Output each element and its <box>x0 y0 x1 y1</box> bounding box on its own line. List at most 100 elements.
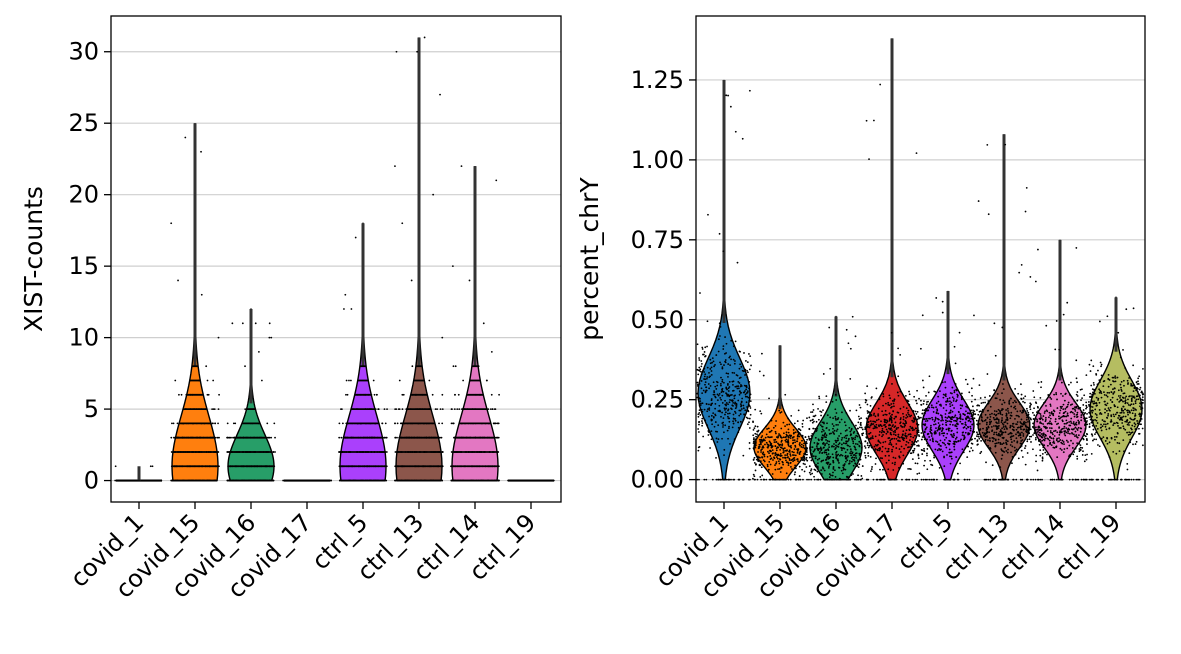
data-point <box>850 421 853 424</box>
data-point <box>870 422 873 425</box>
data-point <box>777 442 779 445</box>
data-point <box>771 478 774 481</box>
data-point <box>698 397 701 400</box>
data-point <box>875 387 878 390</box>
data-point <box>801 468 804 471</box>
data-point <box>428 379 431 382</box>
data-point <box>1132 307 1135 310</box>
data-point <box>828 457 831 460</box>
data-point <box>217 336 220 339</box>
data-point <box>934 430 937 433</box>
data-point <box>205 365 208 368</box>
data-point <box>821 434 824 437</box>
data-point <box>904 394 907 397</box>
data-point <box>949 405 952 408</box>
data-point <box>1051 478 1054 481</box>
data-point <box>825 401 828 404</box>
data-point <box>1042 415 1045 417</box>
data-point <box>759 442 762 444</box>
data-point <box>216 451 219 453</box>
data-point <box>877 413 880 416</box>
data-point <box>1024 463 1027 466</box>
data-point <box>808 478 810 481</box>
data-point <box>1068 444 1071 447</box>
data-point <box>974 437 976 440</box>
data-point <box>805 466 808 468</box>
data-point <box>885 432 888 435</box>
data-point <box>770 457 773 460</box>
data-point <box>740 400 743 403</box>
data-point <box>926 452 928 455</box>
data-point <box>930 432 933 435</box>
data-point <box>891 450 893 453</box>
data-point <box>742 454 745 457</box>
data-point <box>866 444 869 447</box>
data-point <box>850 450 853 453</box>
data-point <box>784 393 787 396</box>
data-point <box>982 401 985 404</box>
data-point <box>965 418 967 421</box>
data-point <box>1025 407 1028 410</box>
data-point <box>806 478 808 481</box>
data-point <box>923 430 926 433</box>
data-point <box>859 442 862 445</box>
data-point <box>709 433 712 436</box>
data-point <box>854 438 856 441</box>
data-point <box>808 416 811 419</box>
data-point <box>824 459 827 461</box>
data-point <box>792 451 795 454</box>
data-point <box>1086 423 1089 426</box>
data-point <box>494 408 497 410</box>
data-point <box>710 438 713 441</box>
data-point <box>869 455 872 458</box>
data-point <box>373 393 376 396</box>
data-point <box>956 472 959 475</box>
data-point <box>950 401 953 404</box>
data-point <box>944 394 946 396</box>
data-point <box>865 417 868 420</box>
data-point <box>1048 422 1050 424</box>
data-point <box>918 416 921 419</box>
data-point <box>797 460 799 463</box>
data-point <box>1050 412 1053 415</box>
data-point <box>497 436 500 439</box>
data-point <box>450 479 453 482</box>
data-point <box>1083 413 1085 416</box>
data-point <box>405 408 408 410</box>
data-point <box>991 436 994 439</box>
data-point <box>891 462 894 464</box>
data-point <box>729 105 732 108</box>
data-point <box>1044 416 1047 419</box>
data-point <box>769 436 772 439</box>
data-point <box>793 454 795 456</box>
data-point <box>1128 421 1131 424</box>
data-point <box>969 420 972 423</box>
data-point <box>1003 451 1006 453</box>
data-point <box>1107 407 1110 409</box>
data-point <box>828 429 831 431</box>
data-point <box>710 430 713 433</box>
data-point <box>1034 426 1037 429</box>
data-point <box>716 441 719 443</box>
data-point <box>754 469 757 472</box>
data-point <box>697 413 700 416</box>
data-point <box>372 379 375 382</box>
data-point <box>841 411 843 414</box>
data-point <box>385 451 388 453</box>
data-point <box>1033 432 1036 434</box>
data-point <box>846 459 849 462</box>
data-point <box>515 479 518 482</box>
data-point <box>1043 412 1046 414</box>
data-point <box>1009 444 1012 446</box>
data-point <box>729 398 731 401</box>
data-point <box>1075 247 1078 249</box>
data-point <box>1005 412 1008 415</box>
data-point <box>725 372 728 375</box>
data-point <box>1084 435 1087 438</box>
data-point <box>733 438 736 441</box>
data-point <box>899 421 902 424</box>
data-point <box>136 479 138 482</box>
data-point <box>494 422 496 425</box>
data-point <box>790 446 793 449</box>
data-point <box>984 396 986 399</box>
